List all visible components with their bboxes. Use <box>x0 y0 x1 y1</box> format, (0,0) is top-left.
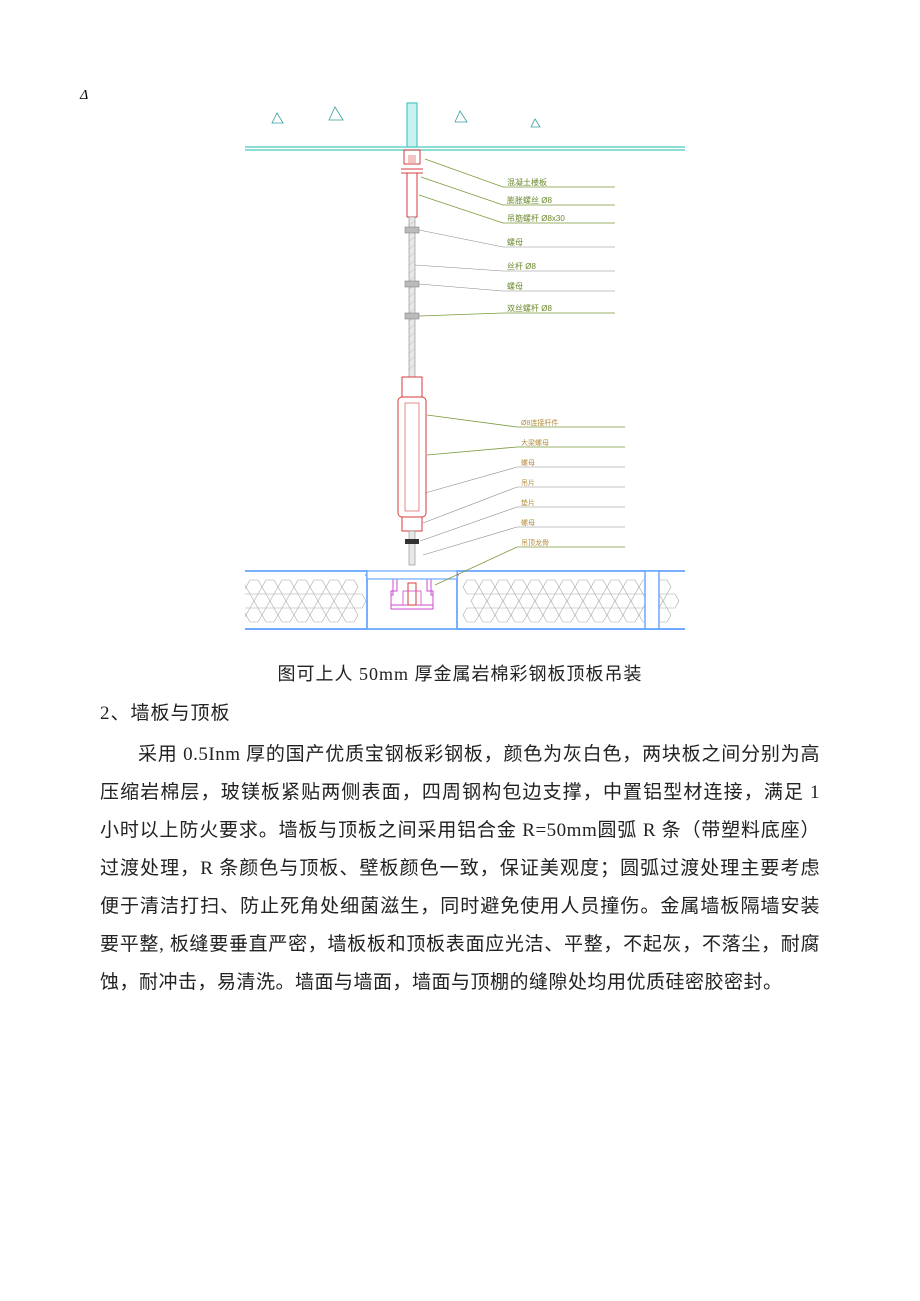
lower-leaders: Ø8连接杆件 大梁螺母 螺母 吊片 垫片 螺母 吊顶龙骨 <box>420 415 625 585</box>
threaded-rod <box>409 217 415 377</box>
paragraph-text: 采用 0.5Inm 厚的国产优质宝钢板彩钢板，颜色为灰白色，两块板之间分别为高压… <box>100 736 820 1002</box>
label-u2: 吊筋螺杆 Ø8x30 <box>507 213 565 223</box>
body-paragraph: 采用 0.5Inm 厚的国产优质宝钢板彩钢板，颜色为灰白色，两块板之间分别为高压… <box>100 736 820 1002</box>
washer <box>405 539 419 544</box>
section-heading: 2、墙板与顶板 <box>100 698 231 725</box>
label-l4: 垫片 <box>521 498 535 507</box>
left-panel <box>245 571 367 629</box>
diagram-svg: 混凝土楼板 膨胀螺丝 Ø8 吊筋螺杆 Ø8x30 螺母 丝杆 Ø8 螺母 双丝螺… <box>245 95 685 640</box>
nut-2 <box>405 281 419 287</box>
lower-rod <box>409 531 415 565</box>
label-u4: 丝杆 Ø8 <box>507 261 536 271</box>
nut-3 <box>405 313 419 319</box>
label-u0: 混凝土楼板 <box>507 177 547 187</box>
ceiling-hatch <box>245 107 540 129</box>
figure-caption: 图可上人 50mm 厚金属岩棉彩钢板顶板吊装 <box>0 660 920 686</box>
label-l3: 吊片 <box>521 478 535 487</box>
anchor-bracket <box>401 150 423 217</box>
label-u5: 螺母 <box>507 281 523 291</box>
label-l1: 大梁螺母 <box>521 438 549 447</box>
nut-1 <box>405 227 419 233</box>
upper-sleeve <box>407 103 417 147</box>
label-l5: 螺母 <box>521 518 535 527</box>
label-l2: 螺母 <box>521 458 535 467</box>
label-l0: Ø8连接杆件 <box>521 418 558 427</box>
right-panel <box>457 571 685 629</box>
upper-leaders: 混凝土楼板 膨胀螺丝 Ø8 吊筋螺杆 Ø8x30 螺母 丝杆 Ø8 螺母 双丝螺… <box>415 159 615 316</box>
label-u3: 螺母 <box>507 237 523 247</box>
label-u6: 双丝螺杆 Ø8 <box>507 303 552 313</box>
label-l6: 吊顶龙骨 <box>521 538 549 547</box>
panel-top-border <box>367 571 457 579</box>
turnbuckle <box>398 377 426 531</box>
hanger-detail-diagram: 混凝土楼板 膨胀螺丝 Ø8 吊筋螺杆 Ø8x30 螺母 丝杆 Ø8 螺母 双丝螺… <box>245 95 685 640</box>
label-u1: 膨胀螺丝 Ø8 <box>507 195 552 205</box>
page-marker: Δ <box>80 88 88 104</box>
